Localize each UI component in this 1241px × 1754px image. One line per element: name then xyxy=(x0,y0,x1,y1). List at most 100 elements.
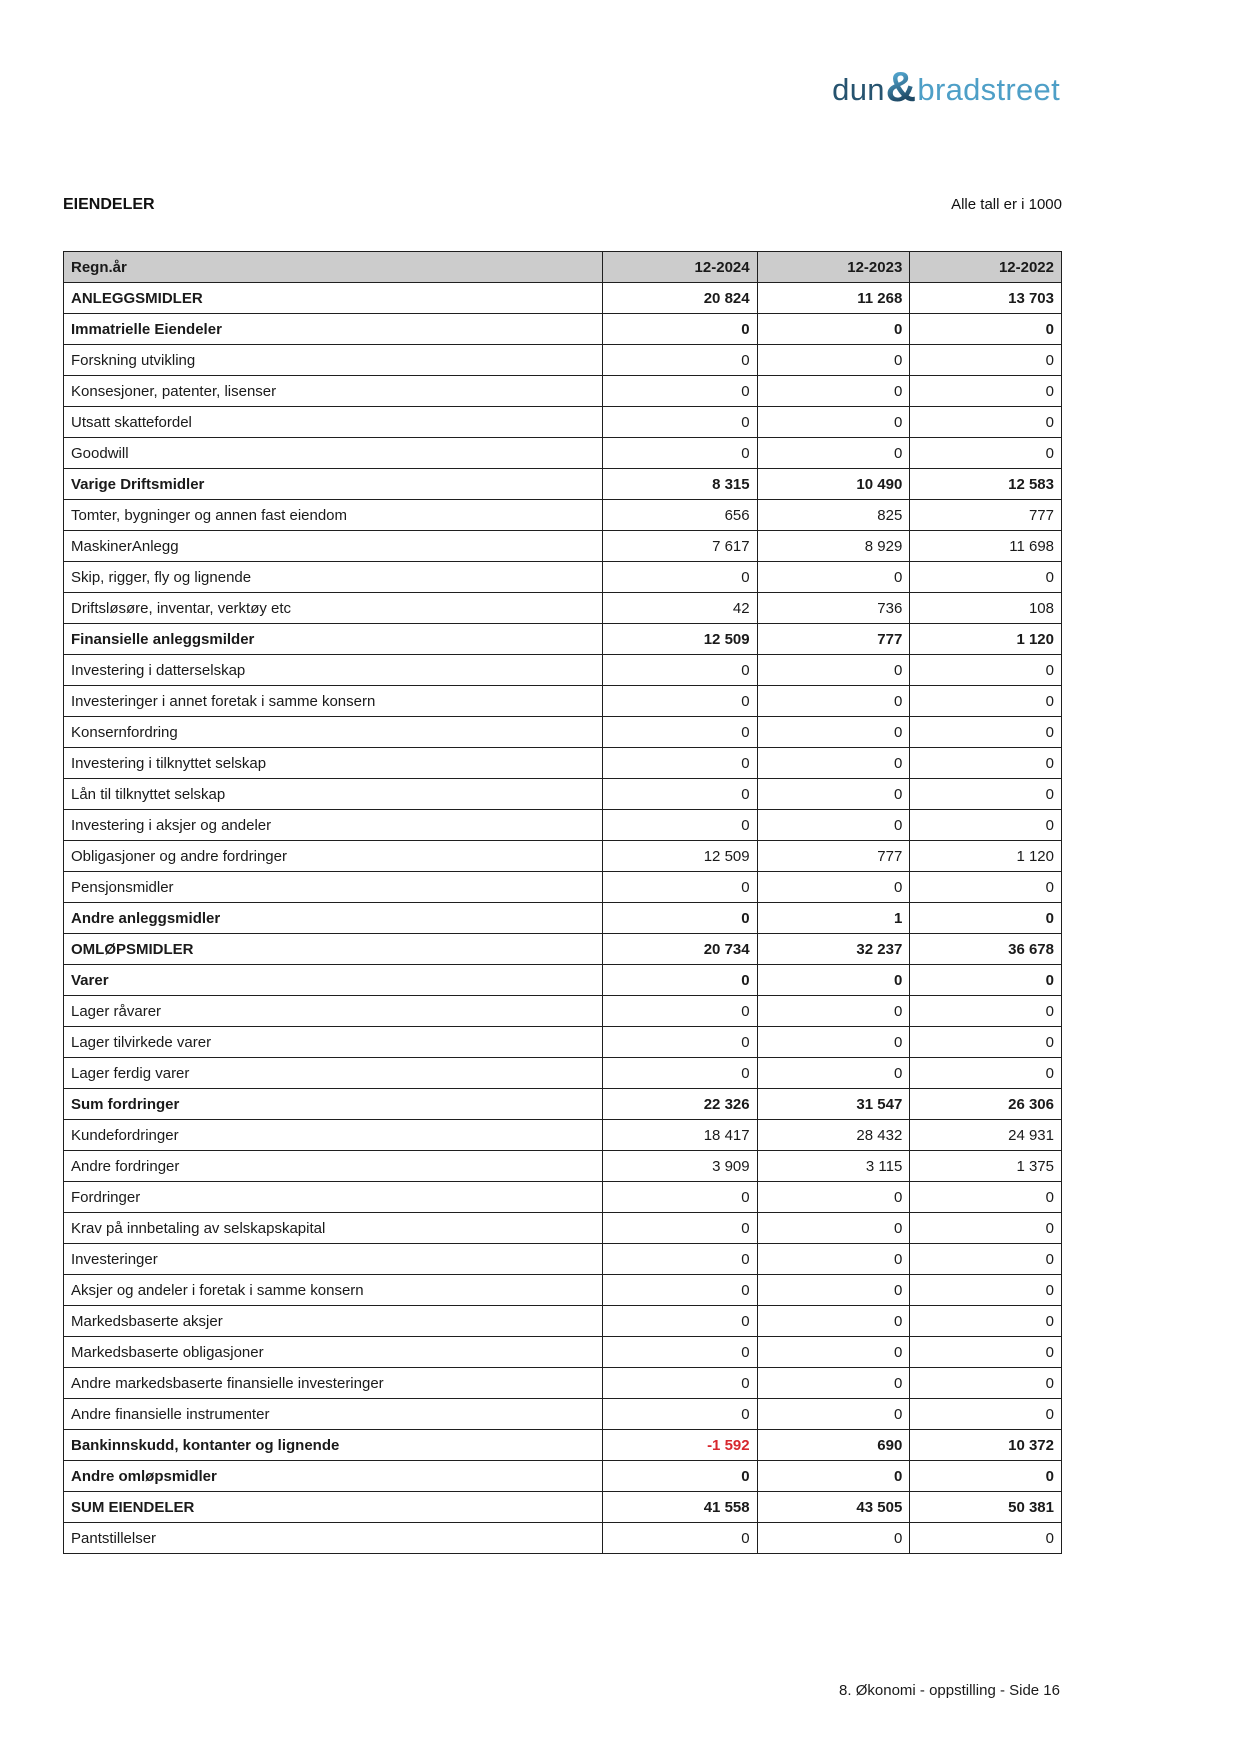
row-label: Forskning utvikling xyxy=(63,344,603,376)
table-row: Krav på innbetaling av selskapskapital 0… xyxy=(63,1212,1062,1244)
table-row: Varige Driftsmidler 8 315 10 490 12 583 xyxy=(63,468,1062,500)
row-value: 0 xyxy=(601,1367,758,1399)
row-value: 20 734 xyxy=(601,933,758,965)
row-value: 0 xyxy=(909,654,1062,686)
table-row: Varer 0 0 0 xyxy=(63,964,1062,996)
row-value: 0 xyxy=(756,995,911,1027)
row-value: 0 xyxy=(909,871,1062,903)
row-value: 0 xyxy=(909,1336,1062,1368)
row-value: 0 xyxy=(601,995,758,1027)
row-label: Kundefordringer xyxy=(63,1119,603,1151)
row-value: 0 xyxy=(601,654,758,686)
table-row: Kundefordringer 18 417 28 432 24 931 xyxy=(63,1119,1062,1151)
row-value: 12 583 xyxy=(909,468,1062,500)
row-value: 0 xyxy=(756,1181,911,1213)
row-value: 22 326 xyxy=(601,1088,758,1120)
table-row: Konsesjoner, patenter, lisenser 0 0 0 xyxy=(63,375,1062,407)
row-value: 10 490 xyxy=(756,468,911,500)
row-value: 0 xyxy=(909,313,1062,345)
row-value: 0 xyxy=(601,1057,758,1089)
row-label: Pensjonsmidler xyxy=(63,871,603,903)
row-value: 28 432 xyxy=(756,1119,911,1151)
row-value: 0 xyxy=(601,747,758,779)
row-value: 12 509 xyxy=(601,623,758,655)
table-row: Sum fordringer 22 326 31 547 26 306 xyxy=(63,1088,1062,1120)
row-value: 0 xyxy=(756,1367,911,1399)
row-label: Investering i tilknyttet selskap xyxy=(63,747,603,779)
row-label: Tomter, bygninger og annen fast eiendom xyxy=(63,499,603,531)
row-label: Fordringer xyxy=(63,1181,603,1213)
row-value: 736 xyxy=(756,592,911,624)
row-label: Lager tilvirkede varer xyxy=(63,1026,603,1058)
row-value: 0 xyxy=(756,1398,911,1430)
row-value: 0 xyxy=(756,778,911,810)
row-value: 656 xyxy=(601,499,758,531)
row-value: 777 xyxy=(909,499,1062,531)
row-value: 0 xyxy=(601,964,758,996)
table-row: Lager tilvirkede varer 0 0 0 xyxy=(63,1026,1062,1058)
row-value: 825 xyxy=(756,499,911,531)
row-value: -1 592 xyxy=(601,1429,758,1461)
row-value: 42 xyxy=(601,592,758,624)
header-col-12-2023: 12-2023 xyxy=(756,251,911,283)
row-value: 0 xyxy=(601,871,758,903)
table-row: Lager råvarer 0 0 0 xyxy=(63,995,1062,1027)
row-value: 0 xyxy=(756,437,911,469)
header-col-12-2024: 12-2024 xyxy=(601,251,758,283)
table-row: Pantstillelser 0 0 0 xyxy=(63,1522,1062,1554)
ampersand-logo-icon: & xyxy=(885,63,917,110)
row-value: 0 xyxy=(909,778,1062,810)
row-value: 0 xyxy=(909,1522,1062,1554)
row-value: 0 xyxy=(756,1522,911,1554)
table-row: Lager ferdig varer 0 0 0 xyxy=(63,1057,1062,1089)
row-label: Lån til tilknyttet selskap xyxy=(63,778,603,810)
row-label: Goodwill xyxy=(63,437,603,469)
row-value: 0 xyxy=(756,344,911,376)
table-row: Utsatt skattefordel 0 0 0 xyxy=(63,406,1062,438)
row-value: 0 xyxy=(909,809,1062,841)
row-value: 0 xyxy=(909,344,1062,376)
table-row: ANLEGGSMIDLER 20 824 11 268 13 703 xyxy=(63,282,1062,314)
row-label: Varige Driftsmidler xyxy=(63,468,603,500)
row-label: Finansielle anleggsmilder xyxy=(63,623,603,655)
row-value: 0 xyxy=(909,1367,1062,1399)
row-label: Andre finansielle instrumenter xyxy=(63,1398,603,1430)
header-fiscal-year-label: Regn.år xyxy=(63,251,603,283)
row-value: 0 xyxy=(601,1522,758,1554)
row-value: 0 xyxy=(756,964,911,996)
row-value: 36 678 xyxy=(909,933,1062,965)
row-value: 0 xyxy=(909,561,1062,593)
row-value: 0 xyxy=(909,1274,1062,1306)
row-label: Utsatt skattefordel xyxy=(63,406,603,438)
table-row: Fordringer 0 0 0 xyxy=(63,1181,1062,1213)
table-row: Forskning utvikling 0 0 0 xyxy=(63,344,1062,376)
table-row: Andre omløpsmidler 0 0 0 xyxy=(63,1460,1062,1492)
row-value: 0 xyxy=(909,1460,1062,1492)
row-value: 0 xyxy=(756,685,911,717)
row-value: 0 xyxy=(601,406,758,438)
row-label: OMLØPSMIDLER xyxy=(63,933,603,965)
row-value: 1 375 xyxy=(909,1150,1062,1182)
row-label: Immatrielle Eiendeler xyxy=(63,313,603,345)
row-value: 50 381 xyxy=(909,1491,1062,1523)
table-row: Bankinnskudd, kontanter og lignende -1 5… xyxy=(63,1429,1062,1461)
table-row: Investeringer 0 0 0 xyxy=(63,1243,1062,1275)
balance-sheet-table: Regn.år 12-2024 12-2023 12-2022 ANLEGGSM… xyxy=(63,251,1062,1554)
row-value: 108 xyxy=(909,592,1062,624)
units-note: Alle tall er i 1000 xyxy=(951,196,1062,213)
row-value: 0 xyxy=(756,654,911,686)
row-label: Aksjer og andeler i foretak i samme kons… xyxy=(63,1274,603,1306)
row-value: 0 xyxy=(909,406,1062,438)
row-label: Konsernfordring xyxy=(63,716,603,748)
balance-table-body: ANLEGGSMIDLER 20 824 11 268 13 703 Immat… xyxy=(63,282,1062,1554)
row-value: 777 xyxy=(756,840,911,872)
row-label: Skip, rigger, fly og lignende xyxy=(63,561,603,593)
row-value: 0 xyxy=(909,375,1062,407)
table-row: Markedsbaserte obligasjoner 0 0 0 xyxy=(63,1336,1062,1368)
row-value: 0 xyxy=(756,716,911,748)
row-value: 690 xyxy=(756,1429,911,1461)
row-value: 0 xyxy=(601,313,758,345)
row-value: 3 115 xyxy=(756,1150,911,1182)
row-value: 0 xyxy=(756,1460,911,1492)
row-label: Markedsbaserte aksjer xyxy=(63,1305,603,1337)
